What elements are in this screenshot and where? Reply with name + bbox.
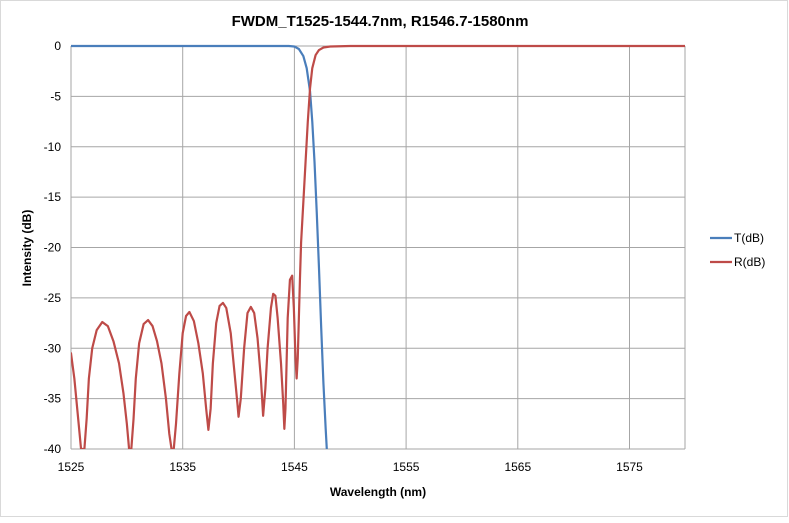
x-tick-label: 1575 [616,460,643,474]
legend-label: R(dB) [734,255,765,269]
chart-title: FWDM_T1525-1544.7nm, R1546.7-1580nm [232,13,529,30]
y-tick-label: -10 [44,140,62,154]
x-tick-label: 1545 [281,460,308,474]
legend-label: T(dB) [734,231,764,245]
y-tick-label: -30 [44,341,62,355]
y-tick-label: -40 [44,442,62,456]
series-line-r [71,44,685,449]
series-lines [71,44,685,449]
y-tick-label: -5 [50,89,61,103]
x-axis-title: Wavelength (nm) [330,485,426,499]
x-tick-label: 1525 [58,460,85,474]
series-line-t [71,44,328,449]
x-tick-label: 1555 [393,460,420,474]
x-tick-label: 1565 [504,460,531,474]
y-tick-label: -35 [44,392,62,406]
x-tick-label: 1535 [169,460,196,474]
y-tick-label: -15 [44,190,62,204]
y-axis-title: Intensity (dB) [20,210,34,287]
gridlines [70,45,686,450]
y-tick-label: -20 [44,241,62,255]
legend: T(dB) R(dB) [710,231,765,269]
y-tick-label: -25 [44,291,62,305]
y-tick-label: 0 [54,39,61,53]
tick-labels: 0 -5 -10 -15 -20 -25 -30 -35 -40 1525 1535 1545 1555… [44,39,644,474]
